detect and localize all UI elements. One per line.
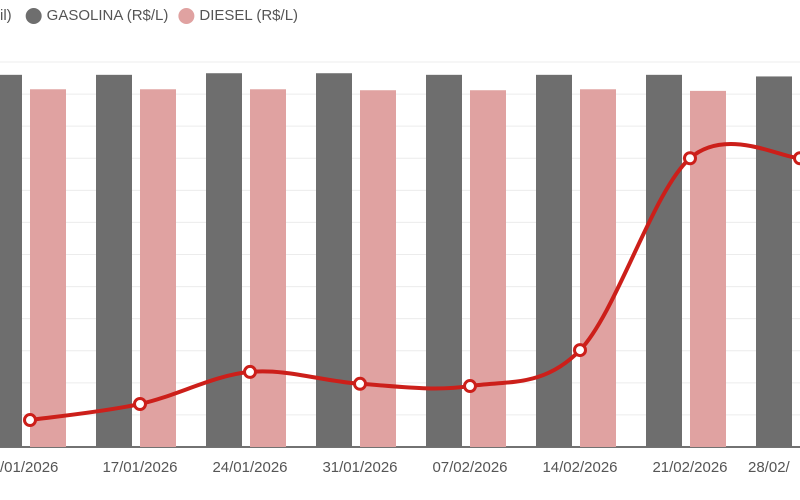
legend-label: DIESEL (R$/L) <box>199 7 298 24</box>
bar <box>206 73 242 448</box>
line-marker <box>793 151 800 166</box>
x-tick-label: 28/02/ <box>748 459 791 476</box>
bar <box>646 74 682 447</box>
x-tick-label: 14/02/2026 <box>542 459 617 476</box>
legend-marker <box>178 8 195 24</box>
bar <box>30 89 66 447</box>
line <box>29 142 800 423</box>
bar <box>536 74 572 447</box>
legend-marker <box>25 8 42 24</box>
bar <box>140 89 176 447</box>
x-tick-label: 17/01/2026 <box>102 459 177 476</box>
line-marker <box>463 379 477 394</box>
bar <box>580 89 616 447</box>
line-marker <box>683 151 697 166</box>
x-tick-label: 31/01/2026 <box>322 459 397 476</box>
bar <box>360 90 396 447</box>
legend-label: il) <box>0 7 12 24</box>
line-marker <box>133 397 147 412</box>
line-marker <box>573 343 587 358</box>
bar <box>0 74 22 447</box>
line-marker <box>243 364 257 379</box>
line-marker <box>353 376 367 391</box>
bar <box>96 74 132 447</box>
bar <box>690 90 726 447</box>
bar <box>756 76 792 447</box>
bar <box>426 74 462 447</box>
x-tick-label: /01/2026 <box>0 459 58 476</box>
bar <box>470 90 506 447</box>
bar <box>316 73 352 448</box>
x-tick-label: 07/02/2026 <box>432 459 507 476</box>
x-tick-label: 24/01/2026 <box>212 459 287 476</box>
legend-label: GASOLINA (R$/L) <box>47 7 169 24</box>
bar <box>250 89 286 447</box>
x-tick-label: 21/02/2026 <box>652 459 727 476</box>
line-marker <box>23 413 37 428</box>
